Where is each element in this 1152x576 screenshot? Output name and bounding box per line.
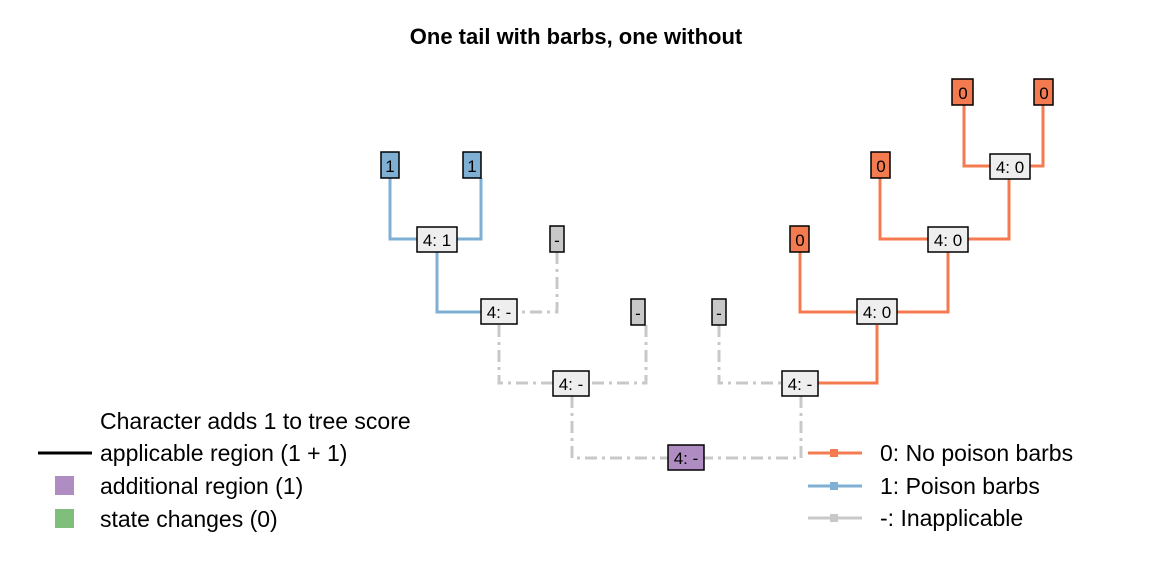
diagram-title: One tail with barbs, one without xyxy=(410,24,743,49)
tip-node: 1 xyxy=(380,151,400,179)
tip-node: 0 xyxy=(951,78,974,106)
edge-t7-n_f xyxy=(878,178,948,241)
score-legend: Character adds 1 to tree score applicabl… xyxy=(38,408,411,532)
internal-node: 4: 0 xyxy=(989,153,1031,180)
tip-label: 0 xyxy=(876,157,885,176)
tip-label: 1 xyxy=(385,157,394,176)
edge-t6-n_e xyxy=(798,252,877,314)
additional-region-swatch xyxy=(55,476,74,495)
tip-node: 0 xyxy=(1033,78,1054,106)
tip-node: 0 xyxy=(789,225,810,253)
tip-node: - xyxy=(711,298,727,326)
internal-node-label: 4: - xyxy=(788,375,813,394)
edge-n_b-n_c xyxy=(497,325,572,385)
tip-node: - xyxy=(630,298,646,326)
edge-n_e-n_d xyxy=(801,325,879,385)
edge-t4-n_c xyxy=(572,325,648,385)
tree-edges xyxy=(388,105,1045,460)
root-node: 4: - xyxy=(667,444,705,471)
root-node-label: 4: - xyxy=(674,449,699,468)
internal-node: 4: 0 xyxy=(927,226,969,253)
state-changes-swatch xyxy=(55,509,74,528)
internal-node: 4: 1 xyxy=(416,226,458,253)
legend-state0-label: 0: No poison barbs xyxy=(880,440,1073,466)
legend-applicable-label: applicable region (1 + 1) xyxy=(100,440,347,466)
legend-additional-label: additional region (1) xyxy=(100,473,303,499)
score-legend-heading: Character adds 1 to tree score xyxy=(100,408,411,434)
tip-label: 0 xyxy=(1039,84,1048,103)
internal-node-label: 4: 0 xyxy=(996,158,1024,177)
tip-node: 0 xyxy=(870,151,891,179)
internal-node: 4: - xyxy=(480,298,518,325)
tip-label: - xyxy=(716,304,722,323)
tip-label: 0 xyxy=(795,231,804,250)
tip-node: 1 xyxy=(462,151,482,179)
legend-marker-state1 xyxy=(830,482,838,490)
internal-node: 4: - xyxy=(552,370,590,397)
internal-node-label: 4: - xyxy=(559,375,584,394)
edge-n_d-n_root xyxy=(686,396,803,460)
legend-state1-label: 1: Poison barbs xyxy=(880,473,1040,499)
internal-node-label: 4: - xyxy=(487,303,512,322)
internal-node: 4: - xyxy=(781,370,819,397)
internal-node-label: 4: 1 xyxy=(423,231,451,250)
edge-t3-n_b xyxy=(499,252,559,314)
tip-label: 0 xyxy=(958,84,967,103)
tip-label: - xyxy=(554,231,560,250)
tip-nodes: 1 1 - - - 0 0 0 xyxy=(380,78,1054,326)
internal-nodes: 4: 1 4: - 4: - 4: - 4: - 4: 0 4: 0 4: 0 xyxy=(416,153,1031,471)
edge-n_f-n_e xyxy=(877,252,950,314)
internal-node-label: 4: 0 xyxy=(934,231,962,250)
legend-marker-inapplicable xyxy=(830,514,838,522)
legend-state-changes-label: state changes (0) xyxy=(100,506,278,532)
legend-inapplicable-label: -: Inapplicable xyxy=(880,505,1023,531)
edge-n_a-n_b xyxy=(435,252,499,314)
tip-label: - xyxy=(635,304,641,323)
internal-node-label: 4: 0 xyxy=(863,303,891,322)
internal-node: 4: 0 xyxy=(856,298,898,325)
tip-label: 1 xyxy=(467,157,476,176)
state-legend: 0: No poison barbs 1: Poison barbs -: In… xyxy=(808,440,1073,531)
edge-t5-n_d xyxy=(717,325,801,385)
tip-node: - xyxy=(549,225,565,253)
edge-n_c-n_root xyxy=(570,396,686,460)
legend-marker-state0 xyxy=(830,449,838,457)
